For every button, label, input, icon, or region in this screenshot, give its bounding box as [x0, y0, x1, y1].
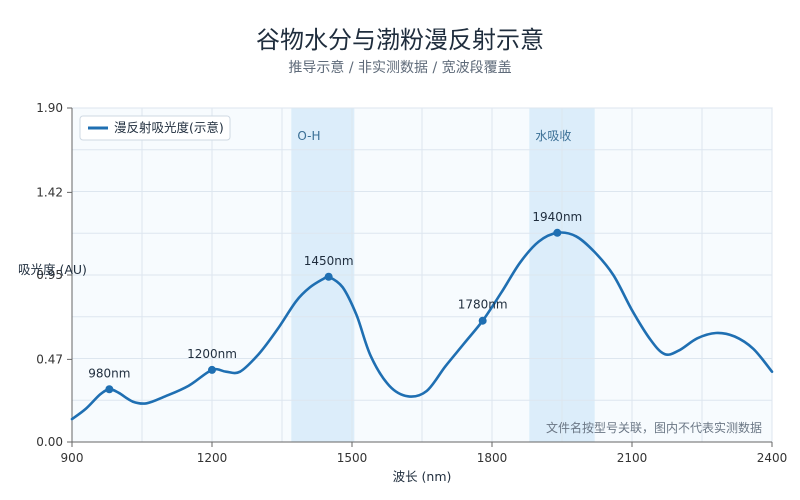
y-tick-label-1: 0.47 — [36, 352, 63, 366]
x-tick-label-1: 1200 — [197, 451, 228, 465]
chart-title: 谷物水分与渤粉漫反射示意 — [256, 26, 544, 54]
band-label-1: 水吸收 — [535, 129, 571, 143]
x-axis-title: 波长 (nm) — [393, 469, 452, 484]
legend-box — [79, 115, 231, 141]
legend-label: 漫反射吸光度(示意) — [114, 120, 224, 135]
series-layer — [70, 231, 774, 421]
peaks-layer: 980nm 1200nm 1450nm 1780nm 1940nm — [88, 210, 582, 394]
peak-marker-1 — [208, 365, 216, 374]
peak-label-0: 980nm — [88, 366, 130, 380]
y-axis-title: 吸光度 (AU) — [18, 262, 87, 277]
x-tick-label-4: 2100 — [617, 451, 648, 465]
peak-marker-4 — [553, 228, 562, 237]
series-line-0 — [70, 231, 774, 421]
peak-marker-2 — [324, 272, 333, 281]
y-tick-label-4: 1.90 — [36, 101, 63, 115]
peak-label-1: 1200nm — [187, 347, 237, 361]
peak-label-4: 1940nm — [532, 210, 582, 224]
x-tick-label-0: 900 — [61, 451, 84, 465]
peak-marker-0 — [105, 385, 114, 394]
chart-subtitle: 推导示意 / 非实测数据 / 宽波段覆盖 — [288, 60, 512, 76]
band-label-0: O-H — [297, 129, 320, 143]
y-tick-label-3: 1.42 — [36, 185, 63, 199]
axes-layer: 900 1200 1500 1800 2100 2400 0.00 0.47 0.95 1.42 1… — [36, 101, 787, 465]
chart-note: 文件名按型号关联，图内不代表实测数据 — [546, 420, 762, 435]
y-tick-label-0: 0.00 — [36, 435, 63, 449]
legend: 漫反射吸光度(示意) — [79, 115, 231, 141]
x-tick-label-5: 2400 — [757, 451, 788, 465]
peak-label-2: 1450nm — [304, 254, 354, 268]
x-tick-label-3: 1800 — [477, 451, 508, 465]
y-tick-label-2: 0.95 — [36, 268, 63, 282]
x-tick-label-2: 1500 — [337, 451, 368, 465]
peak-marker-3 — [478, 316, 487, 325]
peak-label-3: 1780nm — [458, 298, 508, 312]
